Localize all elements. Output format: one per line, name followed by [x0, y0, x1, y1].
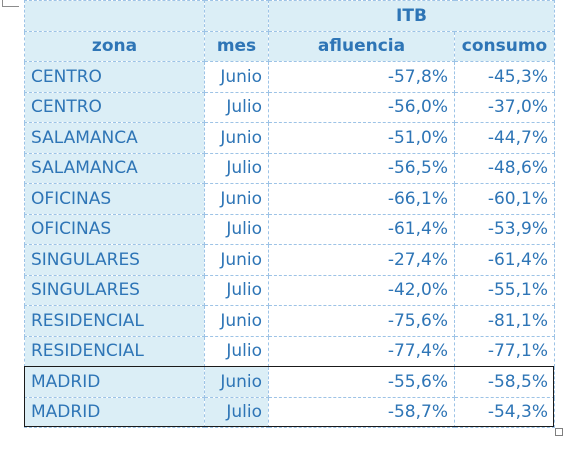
zona-cell[interactable]: RESIDENCIAL — [24, 305, 205, 337]
afluencia-cell[interactable]: -58,7% — [268, 396, 455, 428]
consumo-cell[interactable]: -45,3% — [454, 61, 555, 93]
column-header-afluencia[interactable]: afluencia — [268, 30, 455, 62]
table-row-madrid: MADRID Julio -58,7% -54,3% — [24, 396, 555, 428]
consumo-cell[interactable]: -37,0% — [454, 91, 555, 123]
header-empty-cell[interactable] — [24, 0, 205, 32]
consumo-cell[interactable]: -55,1% — [454, 274, 555, 306]
itb-group-header[interactable]: ITB — [268, 0, 555, 32]
table-row: OFICINAS Julio -61,4% -53,9% — [24, 213, 555, 245]
table-row: RESIDENCIAL Julio -77,4% -77,1% — [24, 335, 555, 367]
consumo-cell[interactable]: -61,4% — [454, 244, 555, 276]
zona-cell[interactable]: SALAMANCA — [24, 122, 205, 154]
consumo-cell[interactable]: -53,9% — [454, 213, 555, 245]
zona-cell[interactable]: MADRID — [24, 396, 205, 428]
column-header-row: zona mes afluencia consumo — [24, 30, 555, 62]
zona-cell[interactable]: SALAMANCA — [24, 152, 205, 184]
consumo-cell[interactable]: -81,1% — [454, 305, 555, 337]
mes-cell[interactable]: Julio — [204, 274, 269, 306]
table-row: SALAMANCA Junio -51,0% -44,7% — [24, 122, 555, 154]
table-row: CENTRO Junio -57,8% -45,3% — [24, 61, 555, 93]
header-empty-cell[interactable] — [204, 0, 269, 32]
consumo-cell[interactable]: -77,1% — [454, 335, 555, 367]
sheet-corner-marker — [2, 0, 19, 7]
afluencia-cell[interactable]: -42,0% — [268, 274, 455, 306]
zona-cell[interactable]: MADRID — [24, 366, 205, 398]
mes-cell[interactable]: Julio — [204, 213, 269, 245]
afluencia-cell[interactable]: -75,6% — [268, 305, 455, 337]
group-header-row: ITB — [24, 0, 555, 32]
mes-cell[interactable]: Julio — [204, 152, 269, 184]
resize-handle[interactable] — [555, 428, 563, 436]
zona-cell[interactable]: OFICINAS — [24, 183, 205, 215]
zona-cell[interactable]: CENTRO — [24, 61, 205, 93]
consumo-cell[interactable]: -58,5% — [454, 366, 555, 398]
table-row: OFICINAS Junio -66,1% -60,1% — [24, 183, 555, 215]
table-row: RESIDENCIAL Junio -75,6% -81,1% — [24, 305, 555, 337]
table-row-madrid: MADRID Junio -55,6% -58,5% — [24, 366, 555, 398]
mes-cell[interactable]: Julio — [204, 335, 269, 367]
column-header-mes[interactable]: mes — [204, 30, 269, 62]
zona-cell[interactable]: SINGULARES — [24, 244, 205, 276]
afluencia-cell[interactable]: -51,0% — [268, 122, 455, 154]
afluencia-cell[interactable]: -61,4% — [268, 213, 455, 245]
mes-cell[interactable]: Julio — [204, 91, 269, 123]
zona-cell[interactable]: SINGULARES — [24, 274, 205, 306]
mes-cell[interactable]: Junio — [204, 183, 269, 215]
afluencia-cell[interactable]: -55,6% — [268, 366, 455, 398]
consumo-cell[interactable]: -60,1% — [454, 183, 555, 215]
consumo-cell[interactable]: -54,3% — [454, 396, 555, 428]
itb-table: ITB zona mes afluencia consumo CENTRO Ju… — [24, 0, 555, 428]
afluencia-cell[interactable]: -57,8% — [268, 61, 455, 93]
mes-cell[interactable]: Junio — [204, 122, 269, 154]
zona-cell[interactable]: OFICINAS — [24, 213, 205, 245]
mes-cell[interactable]: Junio — [204, 366, 269, 398]
table-row: SINGULARES Julio -42,0% -55,1% — [24, 274, 555, 306]
mes-cell[interactable]: Junio — [204, 305, 269, 337]
consumo-cell[interactable]: -48,6% — [454, 152, 555, 184]
afluencia-cell[interactable]: -66,1% — [268, 183, 455, 215]
table-row: SINGULARES Junio -27,4% -61,4% — [24, 244, 555, 276]
afluencia-cell[interactable]: -56,5% — [268, 152, 455, 184]
afluencia-cell[interactable]: -56,0% — [268, 91, 455, 123]
afluencia-cell[interactable]: -77,4% — [268, 335, 455, 367]
zona-cell[interactable]: RESIDENCIAL — [24, 335, 205, 367]
table-row: CENTRO Julio -56,0% -37,0% — [24, 91, 555, 123]
afluencia-cell[interactable]: -27,4% — [268, 244, 455, 276]
mes-cell[interactable]: Julio — [204, 396, 269, 428]
consumo-cell[interactable]: -44,7% — [454, 122, 555, 154]
mes-cell[interactable]: Junio — [204, 244, 269, 276]
mes-cell[interactable]: Junio — [204, 61, 269, 93]
zona-cell[interactable]: CENTRO — [24, 91, 205, 123]
column-header-consumo[interactable]: consumo — [454, 30, 555, 62]
table-row: SALAMANCA Julio -56,5% -48,6% — [24, 152, 555, 184]
column-header-zona[interactable]: zona — [24, 30, 205, 62]
